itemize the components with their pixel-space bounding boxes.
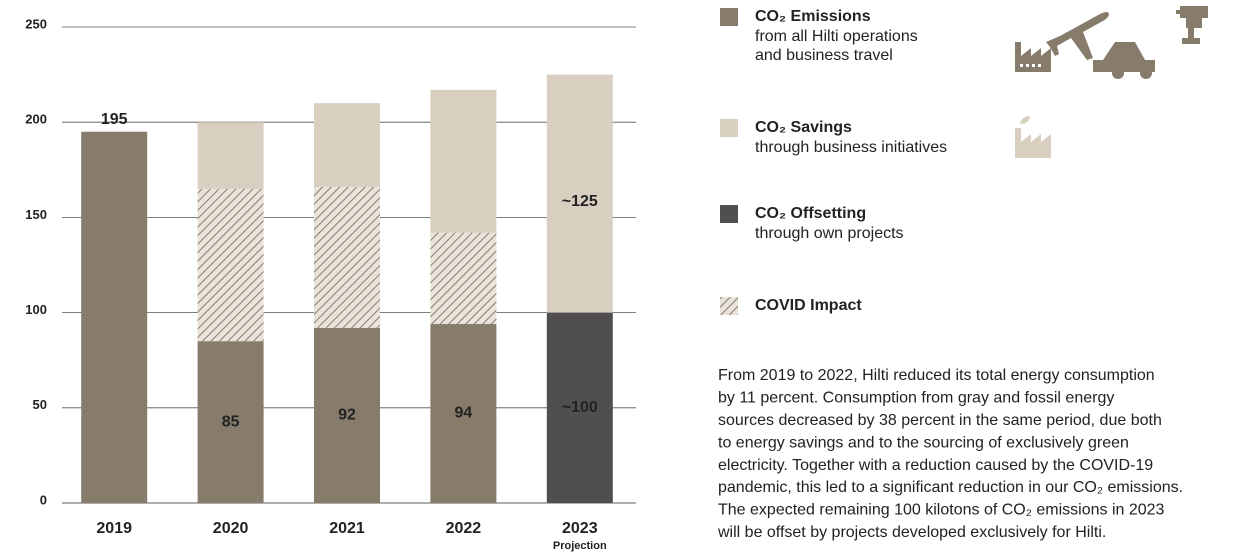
bar-segment (314, 186, 380, 328)
y-tick-label: 50 (33, 397, 47, 412)
plane-icon (1046, 12, 1109, 60)
y-tick-label: 200 (25, 112, 47, 127)
paragraph-line: The expected remaining 100 kilotons of C… (718, 502, 1165, 519)
x-tick-label: 2020 (213, 520, 249, 537)
paragraph-line: will be offset by projects developed exc… (717, 524, 1106, 541)
factory-icon (1015, 42, 1051, 72)
y-tick-label: 0 (40, 492, 47, 507)
paragraph-line: by 11 percent. Consumption from gray and… (718, 390, 1114, 407)
legend-description: through own projects (755, 225, 904, 242)
y-tick-label: 150 (25, 207, 47, 222)
value-label: ~125 (562, 193, 598, 210)
legend-swatch (720, 8, 738, 26)
bar-segment (314, 103, 380, 187)
bar-segment (81, 131, 148, 503)
paragraph-line: From 2019 to 2022, Hilti reduced its tot… (718, 367, 1155, 384)
legend-swatch (720, 297, 738, 315)
drill-icon (1176, 6, 1208, 44)
x-tick-label: 2021 (329, 520, 365, 537)
bar-segment (197, 188, 264, 342)
value-label: ~100 (562, 399, 598, 416)
icons (1015, 6, 1208, 158)
legend-swatch (720, 119, 738, 137)
paragraph-line: pandemic, this led to a significant redu… (718, 479, 1183, 496)
legend-label: COVID Impact (755, 297, 862, 314)
legend-label: CO₂ Emissions (755, 8, 871, 25)
legend-label: CO₂ Savings (755, 119, 852, 136)
legend-description: through business initiatives (755, 139, 947, 156)
bar-segment (314, 327, 380, 503)
bar-segment (546, 312, 613, 503)
y-tick-label: 250 (25, 16, 47, 31)
car-icon (1093, 42, 1155, 72)
x-tick-label: 2023 (562, 520, 598, 537)
bar-segment (430, 232, 497, 325)
value-label: 94 (455, 405, 473, 422)
bar-segment (430, 89, 497, 233)
factory-leaf-icon (1015, 116, 1051, 158)
bar-segment (430, 324, 497, 503)
paragraph-line: to energy savings and to the sourcing of… (718, 434, 1129, 451)
legend-swatch (720, 205, 738, 223)
value-label: 85 (222, 413, 240, 430)
legend-description: and business travel (755, 47, 893, 64)
paragraph-line: electricity. Together with a reduction c… (718, 457, 1153, 474)
car-wheel (1112, 67, 1124, 79)
car-wheel (1140, 67, 1152, 79)
value-label: 195 (101, 111, 128, 128)
bar-segment (546, 74, 613, 313)
value-label: 92 (338, 407, 356, 424)
x-tick-label: 2019 (96, 520, 132, 537)
bar-segment (197, 341, 264, 503)
legend-label: CO₂ Offsetting (755, 205, 866, 222)
paragraph-line: sources decreased by 38 percent in the s… (718, 412, 1162, 429)
x-tick-label: 2022 (446, 520, 482, 537)
legend-description: from all Hilti operations (755, 28, 918, 45)
x-tick-sublabel: Projection (553, 540, 607, 552)
bar-segment (197, 122, 264, 189)
y-tick-label: 100 (25, 302, 47, 317)
